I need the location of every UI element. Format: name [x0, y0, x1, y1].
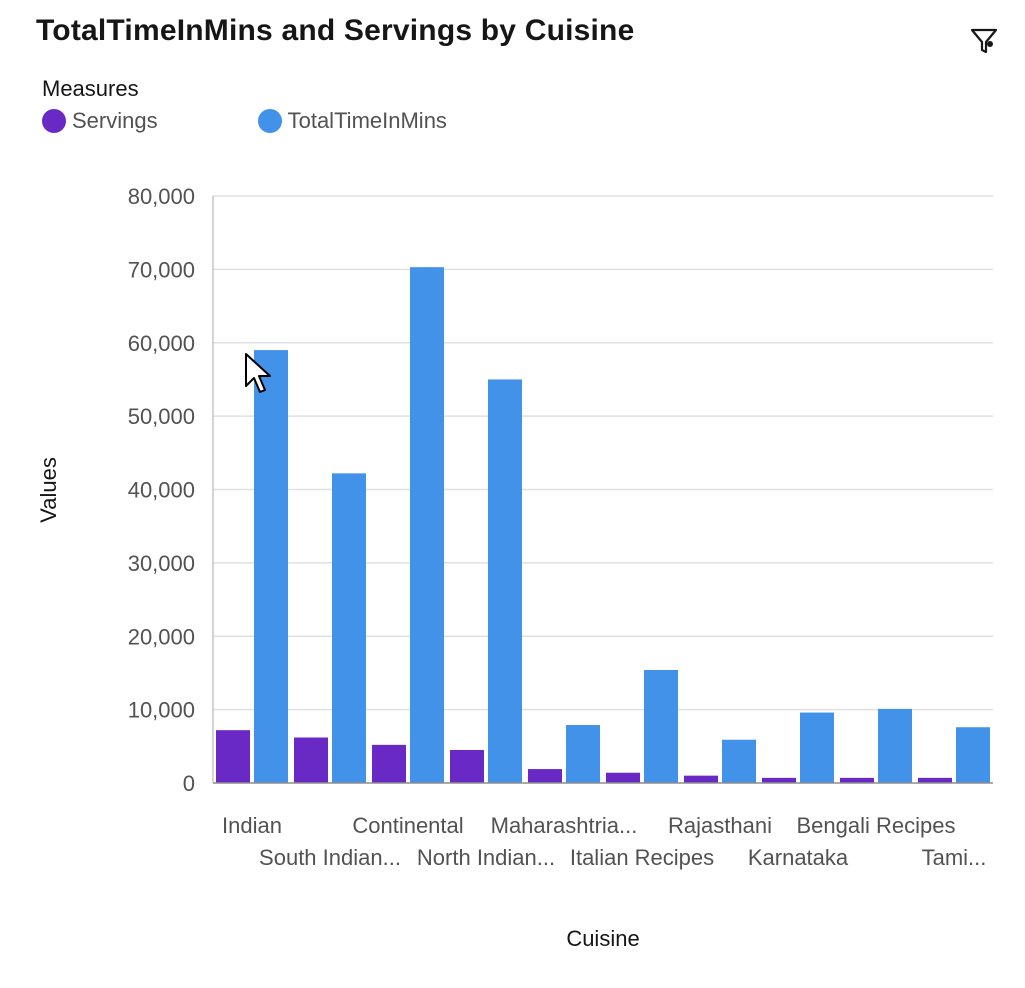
y-tick-label: 50,000: [128, 404, 195, 429]
bar-servings-1[interactable]: [294, 737, 328, 783]
bar-totaltimeinmins-3[interactable]: [488, 379, 522, 783]
x-tick-label: South Indian...: [259, 845, 401, 870]
x-tick-label: Karnataka: [748, 845, 849, 870]
y-axis-label: Values: [36, 457, 61, 523]
y-tick-label: 20,000: [128, 624, 195, 649]
x-tick-label: North Indian...: [417, 845, 555, 870]
bar-servings-4[interactable]: [528, 769, 562, 783]
bar-servings-6[interactable]: [684, 775, 718, 783]
legend-label-totaltime: TotalTimeInMins: [287, 108, 447, 133]
bar-totaltimeinmins-2[interactable]: [410, 267, 444, 784]
y-tick-label: 80,000: [128, 184, 195, 209]
filter-icon: [970, 28, 998, 54]
bar-totaltimeinmins-8[interactable]: [878, 708, 912, 783]
bar-totaltimeinmins-9[interactable]: [956, 727, 990, 783]
bar-servings-9[interactable]: [918, 777, 952, 783]
x-tick-label: Rajasthani: [668, 813, 772, 838]
filter-button[interactable]: [968, 24, 1000, 56]
legend-title: Measures: [42, 76, 139, 101]
legend-item-servings[interactable]: Servings: [42, 108, 158, 134]
y-tick-label: 0: [183, 771, 195, 796]
x-tick-label: Italian Recipes: [570, 845, 714, 870]
bar-servings-5[interactable]: [606, 772, 640, 783]
y-tick-label: 30,000: [128, 551, 195, 576]
chart-title: TotalTimeInMins and Servings by Cuisine: [36, 14, 635, 47]
x-tick-label: Maharashtria...: [491, 813, 638, 838]
bar-totaltimeinmins-0[interactable]: [254, 350, 288, 783]
legend: Servings TotalTimeInMins: [42, 108, 447, 134]
bar-servings-0[interactable]: [216, 730, 250, 783]
y-axis-ticks: 0 10,000 20,000 30,000 40,000 50,000 60,000 70,…: [128, 184, 195, 796]
legend-swatch-servings: [42, 109, 66, 133]
y-tick-label: 70,000: [128, 257, 195, 282]
x-tick-label: Continental: [352, 813, 463, 838]
bar-servings-8[interactable]: [840, 777, 874, 783]
bar-totaltimeinmins-7[interactable]: [800, 712, 834, 783]
x-axis-label: Cuisine: [566, 926, 639, 951]
legend-item-totaltime[interactable]: TotalTimeInMins: [257, 108, 447, 134]
y-tick-label: 40,000: [128, 478, 195, 503]
legend-label-servings: Servings: [72, 108, 158, 133]
bar-totaltimeinmins-6[interactable]: [722, 739, 756, 783]
x-axis-ticks: Indian South Indian... Continental North In…: [222, 813, 986, 870]
x-tick-label: Indian: [222, 813, 282, 838]
x-tick-label: Tami...: [922, 845, 987, 870]
grid-lines: [213, 195, 993, 711]
y-tick-label: 10,000: [128, 698, 195, 723]
bar-servings-7[interactable]: [762, 777, 796, 783]
bar-totaltimeinmins-1[interactable]: [332, 473, 366, 783]
x-tick-label: Bengali Recipes: [797, 813, 956, 838]
bar-servings-3[interactable]: [450, 749, 484, 783]
bar-servings-2[interactable]: [372, 744, 406, 783]
bar-totaltimeinmins-5[interactable]: [644, 670, 678, 783]
bars: [216, 267, 990, 784]
legend-swatch-totaltime: [257, 109, 282, 133]
y-tick-label: 60,000: [128, 331, 195, 356]
bar-totaltimeinmins-4[interactable]: [566, 725, 600, 783]
